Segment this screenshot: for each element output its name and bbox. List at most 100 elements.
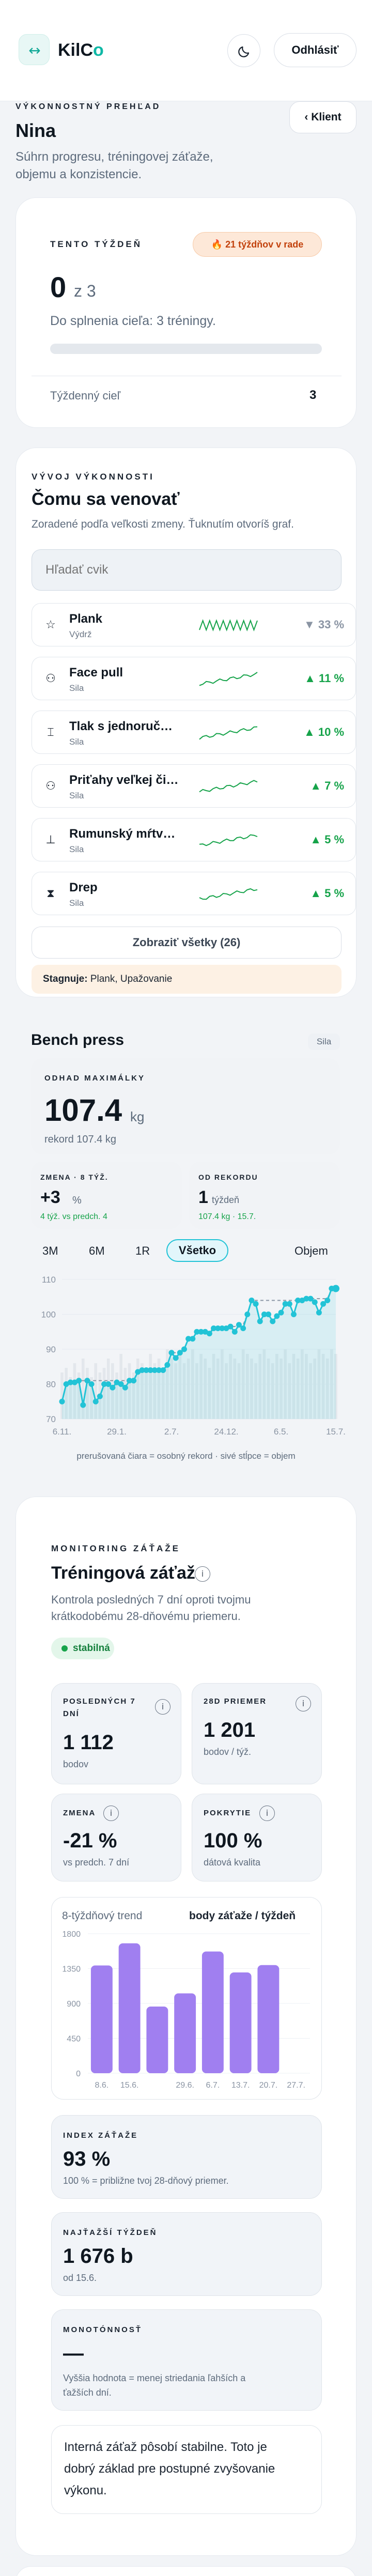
peak-kicker: NAJŤAŽŠÍ TÝŽDEŇ — [63, 2228, 158, 2237]
load-bar — [118, 1943, 141, 2073]
volume-bar — [309, 1363, 312, 1419]
exercise-row-press[interactable]: ⌶ Tlak s jednoruč… Sila ▲ 10 % — [32, 711, 356, 754]
bench-chart: 70 80 90 100 110 6.11. 29.1. 2.7. 24.12. 6.5. 15.7… — [41, 1275, 346, 1434]
info-icon[interactable]: i — [296, 1696, 311, 1711]
index-note: 100 % = približne tvoj 28-dňový priemer. — [63, 2176, 229, 2186]
data-point — [76, 1378, 82, 1384]
weekly-goal-label: Týždenný cieľ — [50, 389, 121, 402]
volume-bar — [208, 1368, 211, 1419]
bench-tag: Sila — [308, 1034, 340, 1050]
goal-remaining-text: Do splnenia cieľa: 3 tréningy. — [50, 314, 216, 328]
performance-kicker: VÝVOJ VÝKONNOSTI — [32, 472, 154, 482]
logout-button[interactable]: Odhlásiť — [274, 33, 357, 67]
summary-card: Interná záťaž pôsobí stabilne. Toto je d… — [51, 2425, 322, 2514]
volume-bar — [271, 1363, 274, 1419]
exercise-name: Priťahy veľkej či… — [69, 773, 179, 787]
sparkline — [199, 672, 258, 686]
data-point — [147, 1367, 153, 1373]
range-tab-1r[interactable]: 1R — [135, 1244, 150, 1257]
performance-card: VÝVOJ VÝKONNOSTI Čomu sa venovať Zoraden… — [16, 448, 357, 997]
dumbbell-row-icon: ⚇ — [45, 780, 56, 793]
data-point — [131, 1378, 137, 1384]
volume-bar — [225, 1363, 228, 1419]
range-tab-3m[interactable]: 3M — [42, 1244, 58, 1257]
volume-bar — [136, 1359, 140, 1419]
goal-progress-track — [50, 344, 322, 354]
info-icon[interactable]: i — [155, 1699, 171, 1715]
metric-note: vs predch. 7 dní — [63, 1857, 130, 1868]
exercise-row-rdl[interactable]: ⊥ Rumunský mŕtv… Sila ▲ 5 % — [32, 818, 356, 861]
summary-line-1: Interná záťaž pôsobí stabilne. Toto je — [64, 2440, 267, 2454]
data-point — [240, 1325, 246, 1331]
volume-bar — [141, 1363, 144, 1419]
y-tick-label: 450 — [67, 2035, 81, 2044]
load-monitor-card: MONITORING ZÁŤAŽE Tréningová záťaž i Kon… — [16, 1497, 357, 2556]
exercise-row-plank[interactable]: ☆ Plank Výdrž ▼ 33 % — [32, 603, 356, 646]
logo-badge[interactable]: ↔ — [19, 34, 50, 65]
bench-title: Bench press — [31, 1031, 125, 1048]
summary-line-2: dobrý základ pre postupné zvyšovanie — [64, 2462, 275, 2476]
info-icon[interactable]: i — [259, 1806, 275, 1821]
volume-bar — [178, 1354, 182, 1419]
show-all-button[interactable]: Zobraziť všetky (26) — [32, 927, 342, 959]
load-bar — [174, 1993, 196, 2073]
volume-bar — [174, 1363, 177, 1419]
data-point — [274, 1313, 280, 1319]
data-point — [324, 1298, 331, 1303]
exercise-row-pulldown[interactable]: ⚇ Priťahy veľkej či… Sila ▲ 7 % — [32, 764, 356, 808]
change-note: 4 týž. vs predch. 4 — [40, 1212, 107, 1221]
x-tick-label: 13.7. — [231, 2081, 250, 2090]
load-bar — [202, 1951, 224, 2073]
metric-change: ZMENA i -21 % vs predch. 7 dní — [51, 1794, 181, 1881]
data-point — [206, 1331, 212, 1337]
star-icon: ☆ — [45, 619, 56, 631]
exercise-category: Sila — [69, 844, 84, 854]
performance-description: Zoradené podľa veľkosti zmeny. Ťuknutím … — [32, 518, 294, 530]
volume-bar — [245, 1354, 249, 1419]
exercise-category: Sila — [69, 683, 84, 693]
range-tab-6m[interactable]: 6M — [89, 1244, 105, 1257]
volume-bar — [77, 1372, 81, 1419]
sparkline-path — [199, 726, 258, 740]
data-point — [190, 1336, 196, 1342]
info-icon[interactable]: i — [195, 1566, 210, 1582]
volume-bar — [305, 1354, 308, 1419]
data-point — [236, 1322, 242, 1328]
metric-value: 100 % — [204, 1829, 262, 1852]
data-point — [249, 1298, 255, 1303]
since-unit: týždeň — [212, 1195, 240, 1205]
data-point — [286, 1301, 292, 1307]
client-button[interactable]: ‹ Klient — [289, 101, 357, 133]
exercise-row-squat[interactable]: ⧗ Drep Sila ▲ 5 % — [32, 872, 356, 915]
range-tab-all[interactable]: Všetko — [166, 1239, 228, 1262]
data-point — [194, 1329, 200, 1335]
record-line — [61, 1288, 336, 1402]
performance-title: Čomu sa venovať — [32, 489, 180, 509]
load-bar — [90, 1965, 113, 2073]
exercise-name: Plank — [69, 612, 103, 626]
change-unit: % — [72, 1195, 82, 1206]
metric-toggle[interactable]: Objem — [295, 1244, 328, 1257]
exercise-row-face-pull[interactable]: ⚇ Face pull Sila ▲ 11 % — [32, 657, 356, 700]
info-icon[interactable]: i — [103, 1806, 119, 1821]
data-point — [270, 1318, 276, 1324]
x-tick-label: 27.7. — [287, 2081, 305, 2090]
data-point — [211, 1325, 217, 1331]
monotony-note-2: ťažších dní. — [63, 2387, 112, 2398]
metric-value: 1 201 — [204, 1719, 256, 1741]
y-tick-label: 900 — [67, 2000, 81, 2009]
exercise-search-input[interactable] — [32, 549, 342, 591]
sparkline-path — [199, 672, 258, 686]
volume-bar — [288, 1363, 291, 1419]
volume-bar — [81, 1359, 85, 1419]
data-point — [185, 1336, 192, 1342]
data-point — [160, 1367, 166, 1373]
metric-note: dátová kvalita — [204, 1857, 261, 1868]
metric-label: POSLEDNÝCH 7 — [63, 1697, 136, 1706]
exercise-category: Sila — [69, 791, 84, 800]
exercise-category: Sila — [69, 737, 84, 747]
theme-toggle-button[interactable] — [227, 34, 260, 67]
load-description-2: krátkodobému 28-dňovému priemeru. — [51, 1610, 241, 1623]
app-logo[interactable]: KilCo — [58, 40, 104, 60]
data-point — [139, 1367, 145, 1373]
